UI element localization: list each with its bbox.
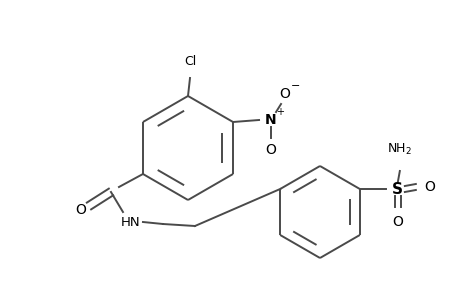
Text: O: O bbox=[392, 215, 403, 229]
Text: S: S bbox=[392, 182, 403, 196]
Text: N: N bbox=[265, 113, 276, 127]
Text: Cl: Cl bbox=[184, 55, 196, 68]
Text: −: − bbox=[290, 81, 299, 91]
Text: NH$_2$: NH$_2$ bbox=[386, 142, 411, 157]
Text: +: + bbox=[275, 107, 283, 117]
Text: O: O bbox=[75, 203, 86, 217]
Text: O: O bbox=[265, 143, 276, 157]
Text: HN: HN bbox=[121, 215, 140, 229]
Text: O: O bbox=[279, 87, 290, 101]
Text: O: O bbox=[424, 180, 434, 194]
